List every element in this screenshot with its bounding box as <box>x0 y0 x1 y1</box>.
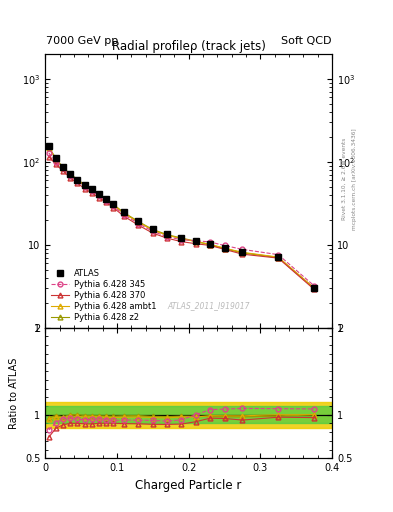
Text: ATLAS_2011_I919017: ATLAS_2011_I919017 <box>167 302 250 310</box>
Legend: ATLAS, Pythia 6.428 345, Pythia 6.428 370, Pythia 6.428 ambt1, Pythia 6.428 z2: ATLAS, Pythia 6.428 345, Pythia 6.428 37… <box>50 267 158 324</box>
Text: Rivet 3.1.10, ≥ 2.6M events: Rivet 3.1.10, ≥ 2.6M events <box>342 138 347 220</box>
Text: 7000 GeV pp: 7000 GeV pp <box>46 36 119 46</box>
Title: Radial profileρ (track jets): Radial profileρ (track jets) <box>112 39 266 53</box>
X-axis label: Charged Particle r: Charged Particle r <box>136 479 242 492</box>
Text: Soft QCD: Soft QCD <box>281 36 331 46</box>
Y-axis label: Ratio to ATLAS: Ratio to ATLAS <box>9 357 19 429</box>
Text: mcplots.cern.ch [arXiv:1306.3436]: mcplots.cern.ch [arXiv:1306.3436] <box>352 129 357 230</box>
